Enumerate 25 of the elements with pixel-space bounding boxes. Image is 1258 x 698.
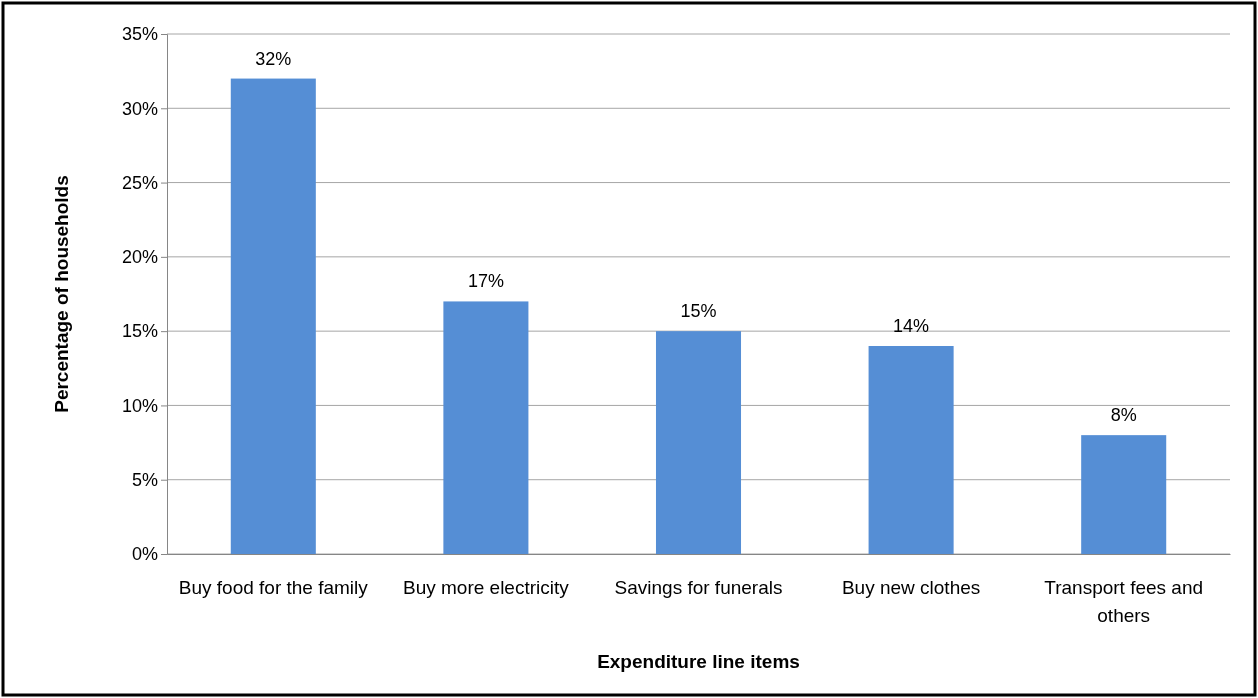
bar	[443, 301, 529, 554]
y-tick-label: 0%	[131, 544, 158, 565]
y-tick-label: 15%	[121, 321, 158, 342]
x-tick-label: Buy more electricity	[403, 577, 570, 598]
y-axis-title: Percentage of households	[51, 175, 72, 413]
data-label: 14%	[893, 316, 930, 336]
y-tick-label: 35%	[121, 24, 158, 45]
y-tick-label: 5%	[131, 469, 158, 490]
x-tick-label: Buy food for the family	[178, 577, 369, 598]
x-tick-label: Transport fees and others	[1044, 577, 1204, 626]
y-tick-label: 20%	[121, 247, 158, 268]
bar	[655, 331, 742, 554]
bar	[1081, 435, 1167, 554]
x-axis-title: Expenditure line items	[597, 651, 800, 672]
data-label: 17%	[467, 271, 504, 292]
x-tick-label: Savings for funerals	[614, 577, 783, 598]
data-label: 8%	[1110, 405, 1137, 426]
data-label: 15%	[680, 301, 717, 322]
y-tick-label: 25%	[121, 172, 158, 193]
bar	[230, 78, 316, 554]
x-tick-label: Buy new clothes	[841, 577, 981, 598]
data-label: 32%	[255, 48, 292, 69]
y-tick-label: 30%	[121, 98, 158, 119]
y-tick-label: 10%	[121, 395, 158, 416]
bar	[868, 346, 954, 554]
